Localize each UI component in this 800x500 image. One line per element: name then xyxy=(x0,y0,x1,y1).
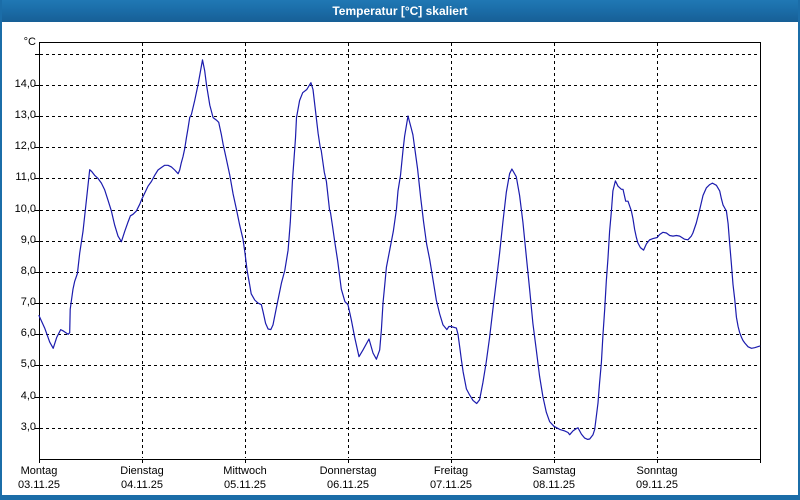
x-tick-date: 09.11.25 xyxy=(635,479,678,491)
x-tick-date: 05.11.25 xyxy=(223,479,266,491)
window-border-left xyxy=(0,0,2,500)
temperature-line xyxy=(38,59,761,440)
x-tick-date: 08.11.25 xyxy=(532,479,575,491)
x-day-label: Dienstag 04.11.25 xyxy=(90,464,194,492)
x-tick-weekday: Samstag xyxy=(532,465,576,477)
y-tick-label: 12,0 xyxy=(14,140,36,153)
x-tick-date: 07.11.25 xyxy=(429,479,472,491)
x-day-label: Samstag 08.11.25 xyxy=(502,464,606,492)
x-day-label: Mittwoch 05.11.25 xyxy=(193,464,297,492)
x-day-label: Sonntag 09.11.25 xyxy=(605,464,709,492)
title-bar[interactable]: Temperatur [°C] skaliert xyxy=(0,0,800,22)
y-axis-unit-label: °C xyxy=(23,36,36,48)
y-tick-label: 5,0 xyxy=(20,358,36,371)
window-title: Temperatur [°C] skaliert xyxy=(332,4,468,18)
x-tick-weekday: Sonntag xyxy=(636,465,678,477)
window-border-right xyxy=(798,0,800,500)
x-tick-weekday: Montag xyxy=(20,465,58,477)
y-tick-label: 13,0 xyxy=(14,109,36,122)
x-tick-weekday: Freitag xyxy=(433,465,469,477)
y-tick-label: 6,0 xyxy=(20,327,36,340)
x-tick-weekday: Dienstag xyxy=(120,465,164,477)
y-tick-label: 3,0 xyxy=(20,420,36,433)
y-tick-label: 7,0 xyxy=(20,296,36,309)
window-border-bottom xyxy=(0,495,800,500)
y-tick-label: 14,0 xyxy=(14,77,36,90)
x-day-label: Freitag 07.11.25 xyxy=(399,464,503,492)
x-day-label: Montag 03.11.25 xyxy=(0,464,91,492)
y-tick-label: 10,0 xyxy=(14,202,36,215)
y-tick-label: 9,0 xyxy=(20,233,36,246)
y-tick-label: 8,0 xyxy=(20,264,36,277)
x-tick-date: 04.11.25 xyxy=(120,479,163,491)
y-tick-label: 4,0 xyxy=(20,389,36,402)
plot-frame xyxy=(39,42,761,460)
y-tick-label: 11,0 xyxy=(15,171,36,184)
x-tick-date: 03.11.25 xyxy=(17,479,60,491)
x-tick-date: 06.11.25 xyxy=(326,479,369,491)
x-tick-weekday: Donnerstag xyxy=(319,465,377,477)
x-day-label: Donnerstag 06.11.25 xyxy=(296,464,400,492)
x-tick-weekday: Mittwoch xyxy=(223,465,267,477)
